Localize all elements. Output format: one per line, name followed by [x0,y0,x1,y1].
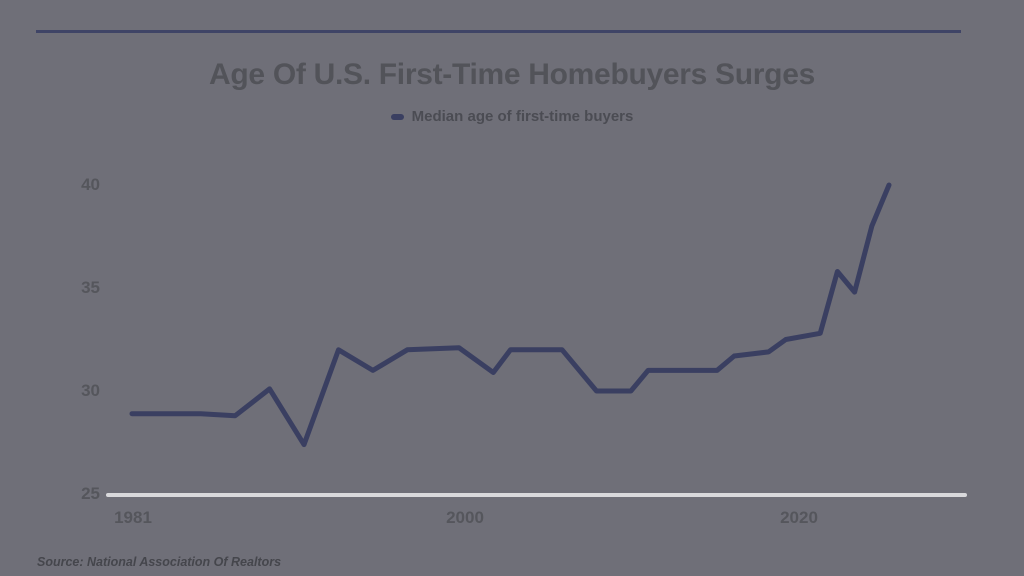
median-age-line [129,182,892,448]
y-axis-tick-label: 30 [81,381,100,400]
legend-label: Median age of first-time buyers [411,108,634,125]
legend: Median age of first-time buyers [0,108,1024,125]
y-axis-tick-label: 35 [81,278,100,297]
top-divider-line [36,30,961,33]
y-axis-tick-label: 40 [81,175,100,194]
legend-marker-icon [390,113,404,120]
chart-title: Age Of U.S. First-Time Homebuyers Surges [209,58,815,91]
x-axis-tick-label: 1981 [114,508,152,527]
y-axis-tick-label: 25 [81,484,100,503]
source-attribution: Source: National Association Of Realtors [37,555,282,569]
x-axis-line [106,493,967,497]
x-axis-tick-label: 2020 [780,508,818,527]
x-axis-tick-label: 2000 [446,508,484,527]
